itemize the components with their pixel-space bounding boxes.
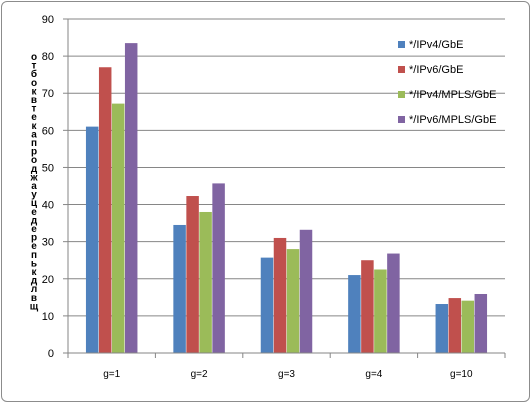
bar — [448, 298, 462, 353]
axes: 0 10 20 30 40 50 60 70 80 90 g=1 g=2 g=3 g=4 g=10 — [42, 14, 506, 380]
legend-swatch — [398, 41, 405, 48]
legend-label: */IPv4/GbE — [409, 39, 463, 51]
x-tick-label: g=4 — [365, 369, 382, 380]
legend-label: */IPv6/MPLS/GbE — [409, 114, 496, 126]
bar — [361, 260, 374, 353]
y-axis-label-char: е — [31, 112, 37, 123]
y-tick-label: 40 — [42, 200, 54, 212]
bar — [461, 300, 475, 353]
bar — [98, 67, 112, 353]
legend: */IPv4/GbE */IPv6/GbE */IPv4/MPLS/GbE */IPv… — [398, 39, 496, 126]
y-axis-label-char: д — [31, 276, 38, 287]
bar — [273, 237, 287, 353]
y-axis-label-char: ь — [31, 258, 37, 269]
bar — [474, 293, 488, 353]
bar — [348, 275, 361, 353]
y-axis-label-char: к — [31, 267, 37, 278]
y-axis-label-char: л — [31, 284, 37, 295]
x-tick-label: g=3 — [278, 369, 295, 380]
y-tick-label: 60 — [42, 125, 54, 137]
y-tick-label: 30 — [42, 237, 54, 249]
y-axis-label-char: у — [31, 190, 37, 201]
y-axis-label-char: ц — [31, 198, 38, 209]
bar — [124, 43, 138, 353]
bar — [286, 249, 300, 353]
y-tick-label: 50 — [42, 162, 54, 174]
y-axis-label-char: к — [31, 86, 37, 97]
y-axis-label-char: д — [31, 164, 38, 175]
y-tick-label: 20 — [42, 274, 54, 286]
y-axis-label-char: а — [31, 129, 37, 140]
y-axis-label-char: р — [31, 147, 37, 158]
y-axis-label-char: о — [31, 52, 37, 63]
x-tick-label: g=1 — [103, 369, 120, 380]
legend-label: */IPv6/GbE — [409, 64, 463, 76]
y-tick-label: 70 — [42, 88, 54, 100]
y-tick-label: 0 — [48, 348, 54, 360]
bar — [299, 229, 313, 353]
y-axis-label-char: т — [32, 104, 37, 115]
bar — [186, 196, 199, 353]
legend-swatch — [398, 66, 405, 73]
bar — [435, 304, 449, 353]
x-tick-label: g=2 — [191, 369, 208, 380]
y-axis-label-char: т — [32, 61, 37, 72]
y-axis-label-char: а — [31, 181, 37, 192]
legend-swatch — [398, 116, 405, 123]
y-axis-label-char: е — [31, 241, 37, 252]
bar — [199, 211, 212, 353]
bar — [173, 224, 186, 353]
bars — [85, 43, 488, 353]
y-tick-label: 80 — [42, 51, 54, 63]
y-axis-label-char: е — [31, 224, 37, 235]
y-axis-label-char: в — [31, 95, 37, 106]
y-axis-label-char: п — [31, 250, 37, 261]
y-axis-label-char: о — [31, 78, 37, 89]
y-tick-label: 10 — [42, 311, 54, 323]
x-tick-label: g=10 — [450, 369, 473, 380]
y-axis-label-char: о — [31, 155, 37, 166]
y-tick-label: 90 — [42, 14, 54, 26]
bar — [85, 126, 99, 353]
y-axis-label-char: ж — [29, 172, 38, 183]
y-axis-label-char: к — [31, 121, 37, 132]
bar — [387, 253, 400, 353]
y-axis-label-char: д — [31, 215, 38, 226]
legend-label: */IPv4/MPLS/GbE — [409, 89, 496, 101]
y-axis-label-char: п — [31, 138, 37, 149]
bar — [111, 103, 125, 353]
legend-swatch — [398, 91, 405, 98]
y-axis-label-char: е — [31, 207, 37, 218]
bar — [374, 269, 387, 353]
y-axis-label-char: щ — [30, 301, 39, 312]
bar — [260, 257, 274, 353]
y-axis-label-char: р — [31, 233, 37, 244]
y-axis-label-char: б — [31, 68, 37, 80]
bar — [212, 183, 225, 353]
y-axis-label-char: в — [31, 293, 37, 304]
